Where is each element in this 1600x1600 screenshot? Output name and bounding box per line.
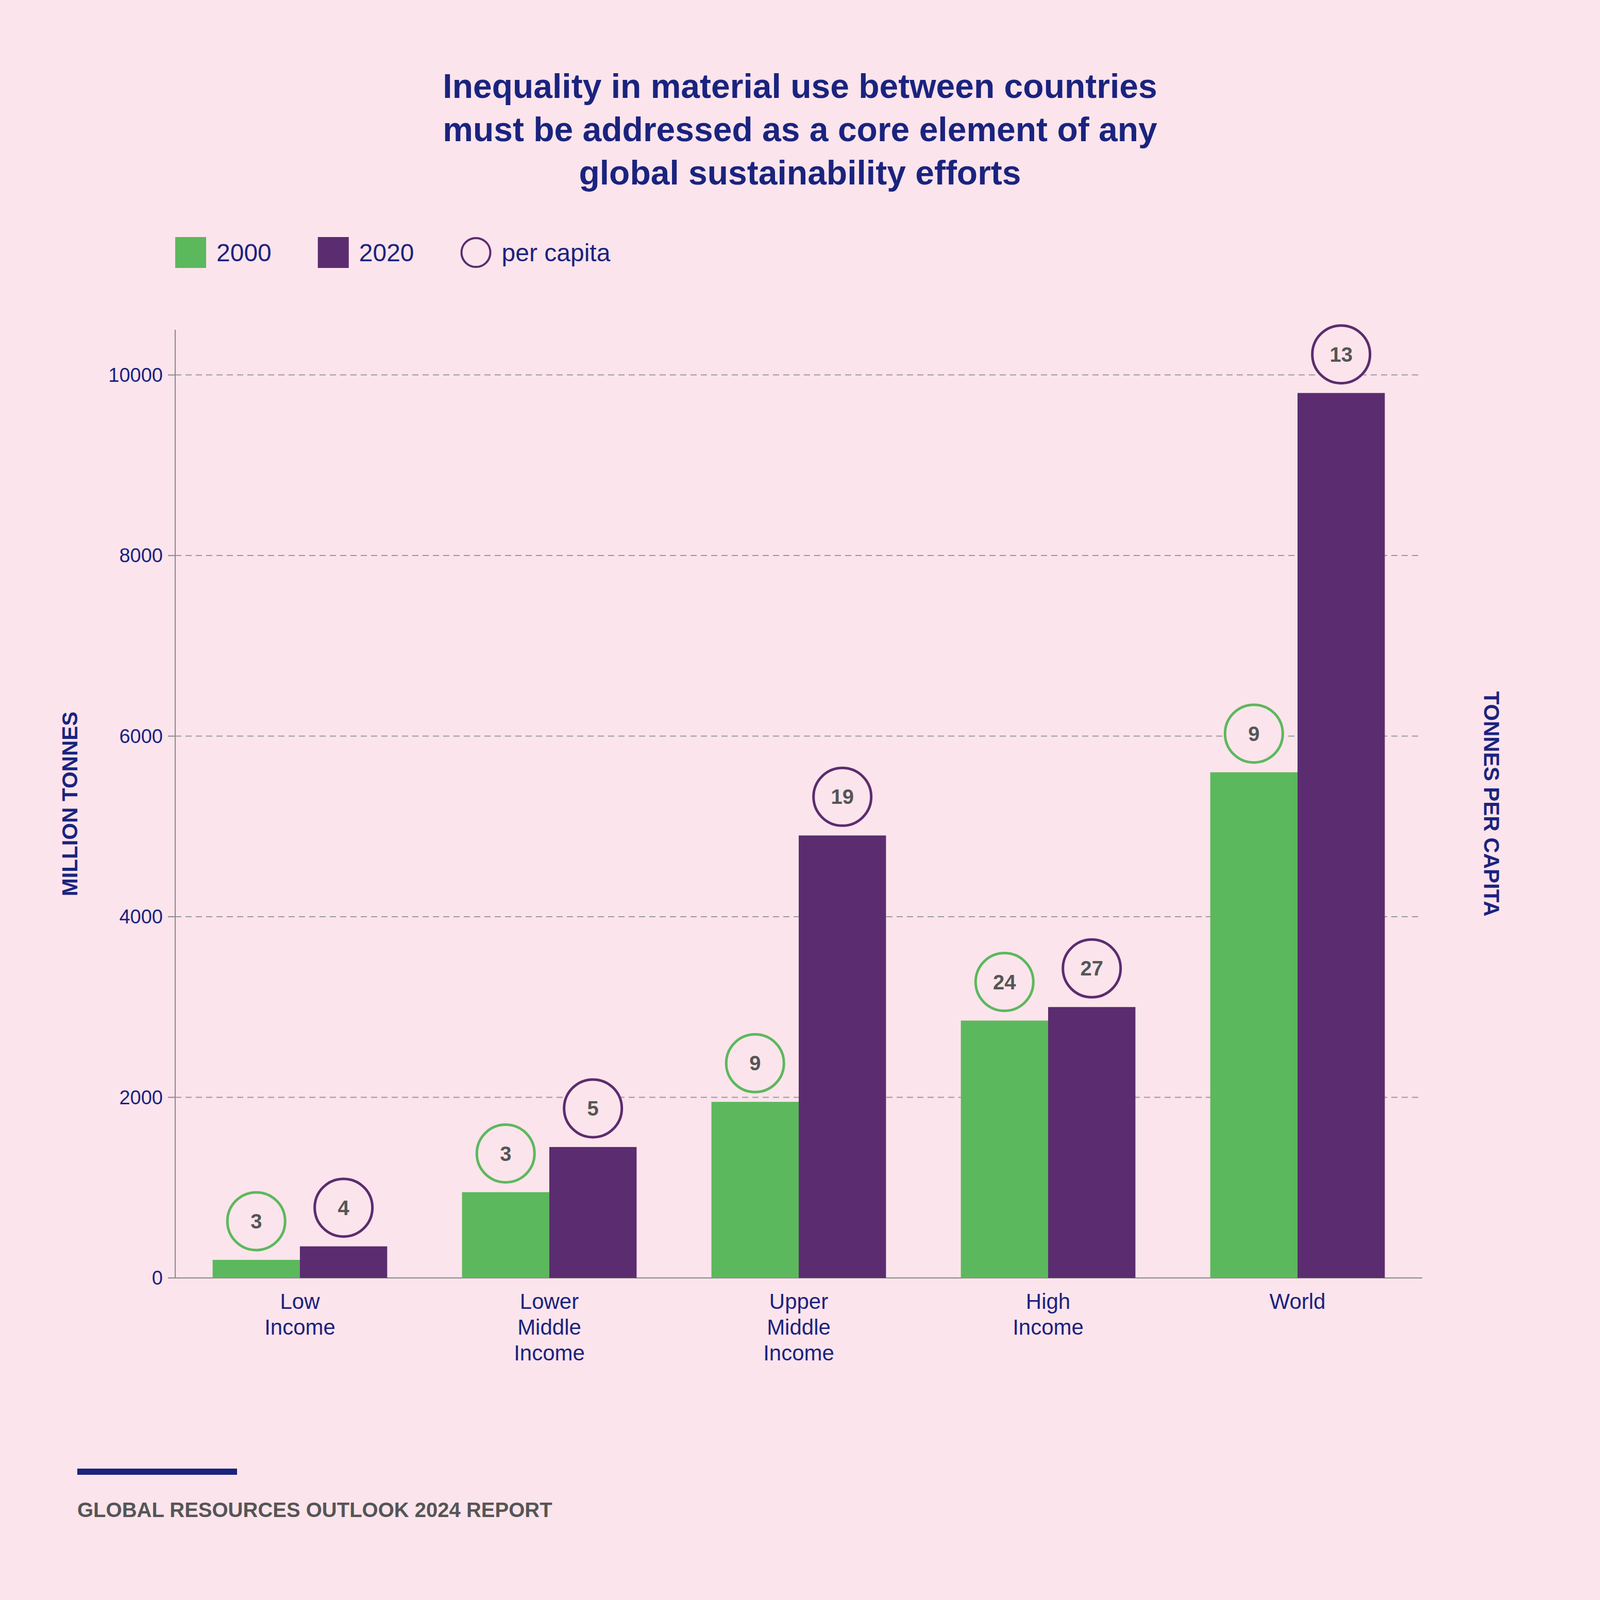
tick-label: LowerMiddleIncome bbox=[513, 1289, 585, 1366]
bar bbox=[961, 1020, 1049, 1278]
per-capita-label: 19 bbox=[830, 785, 854, 808]
footer-rule bbox=[77, 1468, 238, 1475]
bar bbox=[299, 1246, 387, 1278]
per-capita-label: 27 bbox=[1080, 956, 1104, 980]
legend-label: 2000 bbox=[216, 239, 272, 267]
background bbox=[0, 0, 1600, 1600]
chart: Inequality in material use between count… bbox=[0, 0, 1600, 1600]
bar bbox=[1297, 393, 1385, 1278]
legend-swatch bbox=[461, 238, 491, 267]
legend-label: per capita bbox=[501, 239, 611, 267]
per-capita-label: 4 bbox=[338, 1196, 350, 1220]
bar bbox=[1210, 772, 1298, 1278]
tick-label: 10000 bbox=[108, 364, 163, 386]
title-line: Inequality in material use between count… bbox=[442, 66, 1157, 106]
per-capita: 33924945192713 bbox=[227, 325, 1370, 1251]
tick-mark bbox=[167, 374, 176, 376]
per-capita-label: 9 bbox=[1248, 722, 1260, 746]
per-capita-circle bbox=[975, 953, 1034, 1012]
tick-label: World bbox=[1269, 1289, 1326, 1314]
tick-label-line: Middle bbox=[766, 1315, 831, 1340]
tick-label: UpperMiddleIncome bbox=[763, 1289, 835, 1366]
per-capita-circle bbox=[1312, 325, 1371, 384]
per-capita-label: 3 bbox=[250, 1209, 262, 1233]
per-capita-label: 13 bbox=[1329, 343, 1353, 366]
tick-mark bbox=[167, 735, 176, 737]
per-capita-circle bbox=[726, 1034, 784, 1092]
footer: GLOBAL RESOURCES OUTLOOK 2024 REPORT bbox=[77, 1498, 553, 1522]
bar bbox=[212, 1259, 300, 1278]
per-capita-label: 5 bbox=[587, 1097, 599, 1120]
tick-mark bbox=[167, 1097, 176, 1099]
tick-mark bbox=[167, 554, 176, 557]
axis-line bbox=[174, 329, 176, 1278]
tick-label-line: Lower bbox=[519, 1289, 579, 1314]
per-capita-circle bbox=[227, 1192, 285, 1251]
tick-label-line: Income bbox=[264, 1315, 336, 1340]
tick-label: 2000 bbox=[119, 1086, 163, 1109]
tick-label: 8000 bbox=[119, 544, 163, 567]
legend-swatch bbox=[175, 237, 207, 268]
per-capita-label: 24 bbox=[992, 970, 1017, 994]
bars bbox=[212, 393, 1386, 1278]
per-capita-circle bbox=[476, 1124, 535, 1183]
tick-label: LowIncome bbox=[264, 1289, 336, 1340]
y2-axis-label: TONNES PER CAPITA bbox=[1479, 691, 1504, 917]
title: Inequality in material use between count… bbox=[442, 66, 1158, 192]
tick-label-line: Low bbox=[279, 1289, 320, 1314]
bar bbox=[549, 1147, 637, 1278]
per-capita-circle bbox=[1224, 704, 1283, 763]
bar bbox=[1048, 1006, 1136, 1278]
tick-label: 4000 bbox=[119, 905, 163, 928]
per-capita-circle bbox=[314, 1179, 373, 1237]
title-line: must be addressed as a core element of a… bbox=[442, 110, 1158, 149]
tick-label-line: World bbox=[1269, 1289, 1326, 1314]
tick-label: HighIncome bbox=[1012, 1289, 1084, 1340]
per-capita-circle bbox=[1063, 939, 1121, 998]
grid-line bbox=[175, 374, 1423, 376]
bar bbox=[798, 835, 886, 1278]
legend: 2000 2020 per capita bbox=[175, 237, 611, 268]
x-axis: LowIncomeLowerMiddleIncomeUpperMiddleInc… bbox=[264, 1289, 1326, 1366]
tick-label: 0 bbox=[152, 1267, 163, 1289]
bar bbox=[711, 1101, 799, 1278]
tick-label-line: Middle bbox=[517, 1315, 582, 1340]
y-axis-label: MILLION TONNES bbox=[57, 711, 82, 897]
legend-label: 2020 bbox=[359, 239, 415, 267]
per-capita-label: 3 bbox=[499, 1142, 512, 1166]
tick-label-line: Upper bbox=[769, 1289, 829, 1314]
tick-label-line: High bbox=[1025, 1289, 1071, 1314]
tick-mark bbox=[167, 1277, 176, 1279]
tick-mark bbox=[167, 916, 176, 918]
tick-label-line: Income bbox=[513, 1340, 585, 1366]
per-capita-circle bbox=[564, 1079, 622, 1138]
tick-label: 6000 bbox=[119, 725, 163, 748]
per-capita-label: 9 bbox=[749, 1051, 761, 1075]
tick-label-line: Income bbox=[1012, 1315, 1084, 1340]
title-line: global sustainability efforts bbox=[578, 153, 1021, 192]
legend-swatch bbox=[317, 237, 349, 268]
y-axis: 0 2000 4000 6000 8000 10000 bbox=[108, 329, 1423, 1289]
tick-label-line: Income bbox=[763, 1340, 835, 1366]
grid-line bbox=[175, 554, 1423, 557]
bar bbox=[462, 1192, 550, 1278]
per-capita-circle bbox=[813, 767, 872, 826]
